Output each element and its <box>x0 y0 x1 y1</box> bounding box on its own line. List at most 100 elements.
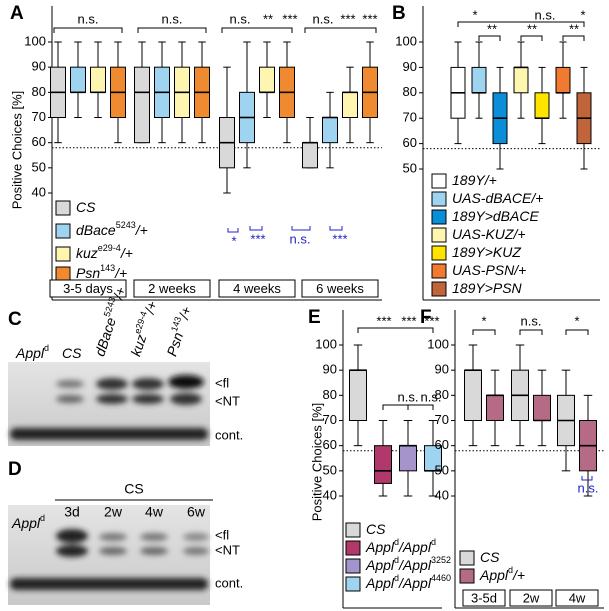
legend-label-part: 5243 <box>116 220 136 230</box>
significance-label: * <box>472 7 477 22</box>
y-tick-label: 50 <box>435 462 449 477</box>
legend-label-part: 3252 <box>431 555 451 565</box>
significance-label: *** <box>250 231 265 246</box>
significance-label: n.s. <box>162 11 183 26</box>
significance-label: * <box>580 7 585 22</box>
category-box <box>301 279 379 298</box>
significance-bracket <box>519 329 543 335</box>
y-tick-label: 90 <box>435 362 449 377</box>
significance-label: * <box>481 313 486 328</box>
y-tick-label: 70 <box>32 109 46 124</box>
significance-label: n.s. <box>230 11 251 26</box>
y-tick-label: 80 <box>32 84 46 99</box>
legend-label-part: Appl <box>479 567 509 583</box>
significance-label: n.s. <box>398 389 419 404</box>
y-tick-label: 60 <box>403 135 417 150</box>
lane-label: 4w <box>145 504 164 520</box>
legend-label-part: 189Y>KUZ <box>452 244 521 260</box>
significance-label: ** <box>527 21 537 36</box>
legend-label: CS <box>76 199 96 215</box>
y-axis-label: Positive Choices [%] <box>9 91 24 210</box>
lane-label-part: /+ <box>175 304 194 321</box>
legend-swatch <box>55 223 71 239</box>
lane-label-part: d <box>40 513 45 523</box>
y-tick-label: 60 <box>435 437 449 452</box>
lane-label-part: kuz <box>127 332 149 358</box>
box <box>534 92 550 119</box>
y-tick-label: 90 <box>403 59 417 74</box>
y-tick-label: 50 <box>32 159 46 174</box>
legend-label: UAS-KUZ/+ <box>452 226 526 242</box>
legend-label: CS <box>480 549 500 565</box>
box <box>486 394 504 422</box>
category-box <box>555 589 599 607</box>
legend-swatch <box>345 576 361 592</box>
lane-label: Appld <box>11 513 45 530</box>
legend-label-part: 189Y>dBACE <box>452 208 539 224</box>
category-box <box>218 279 296 298</box>
lane-label-part: /+ <box>141 299 160 316</box>
legend-label-part: 189Y>PSN <box>452 280 523 296</box>
x-tick-label: 3-5d <box>471 590 497 605</box>
panel-label: B <box>392 3 406 24</box>
significance-label: ** <box>487 21 497 36</box>
box <box>349 369 367 421</box>
legend-label-part: d <box>394 555 399 565</box>
lane-label: 3d <box>64 504 80 520</box>
legend-label-part: /+ <box>120 245 133 261</box>
significance-bracket <box>137 27 207 33</box>
lane-group-label: CS <box>124 481 143 497</box>
significance-label: n.s. <box>535 7 556 22</box>
panel-label: A <box>10 3 24 24</box>
legend-label: Psn143/+ <box>76 263 127 280</box>
lane-label-part: CS <box>62 345 82 361</box>
category-box <box>509 589 553 607</box>
y-tick-label: 50 <box>403 160 417 175</box>
legend-label: 189Y>dBACE <box>452 208 539 224</box>
y-tick-label: 40 <box>435 487 449 502</box>
significance-label: ** <box>569 21 579 36</box>
lane-label-part: d <box>44 343 49 353</box>
significance-label: n.s. <box>290 231 311 246</box>
legend-swatch <box>431 245 447 261</box>
x-tick-label: 2w <box>523 590 540 605</box>
legend-label: 189Y>PSN <box>452 280 523 296</box>
significance-bracket <box>291 226 311 231</box>
blot-bands <box>10 529 209 590</box>
legend-label: UAS-dBACE/+ <box>452 190 543 206</box>
y-tick-label: 50 <box>323 462 337 477</box>
legend-label-part: e29-4 <box>98 243 121 253</box>
y-tick-label: 80 <box>323 387 337 402</box>
legend-label-part: /Appl <box>398 575 432 591</box>
y-tick-label: 60 <box>32 134 46 149</box>
box <box>471 66 487 94</box>
significance-label: * <box>574 313 579 328</box>
y-tick-label: 100 <box>315 336 337 351</box>
lane-label: CS <box>62 345 82 361</box>
lane-label: Appld <box>15 343 49 360</box>
lane-label-part: 143 <box>169 315 183 332</box>
y-tick-label: 90 <box>32 59 46 74</box>
significance-label: *** <box>424 313 439 328</box>
legend-swatch <box>431 227 447 243</box>
y-tick-label: 40 <box>323 487 337 502</box>
box <box>555 66 571 94</box>
legend-label: 189Y>KUZ <box>452 244 521 260</box>
legend-label-part: 143 <box>100 263 115 273</box>
lane-label: 6w <box>187 504 206 520</box>
significance-bracket <box>478 35 501 41</box>
legend-label-part: Psn <box>76 265 100 281</box>
legend-label-part: Appl <box>365 575 395 591</box>
band-label: <NT <box>215 393 240 408</box>
x-tick-label: 3-5 days <box>63 281 113 296</box>
panel-label: D <box>8 459 22 480</box>
significance-bracket <box>472 329 496 335</box>
band-label: cont. <box>215 575 243 590</box>
significance-label: n.s. <box>521 313 542 328</box>
legend-label: Appld/Appl4460 <box>365 573 451 590</box>
lane-label: kuze29-4/+ <box>126 299 160 358</box>
x-tick-label: 6 weeks <box>316 281 364 296</box>
legend-label: UAS-PSN/+ <box>452 262 526 278</box>
x-tick-label: 4 weeks <box>233 281 281 296</box>
box <box>464 369 482 421</box>
